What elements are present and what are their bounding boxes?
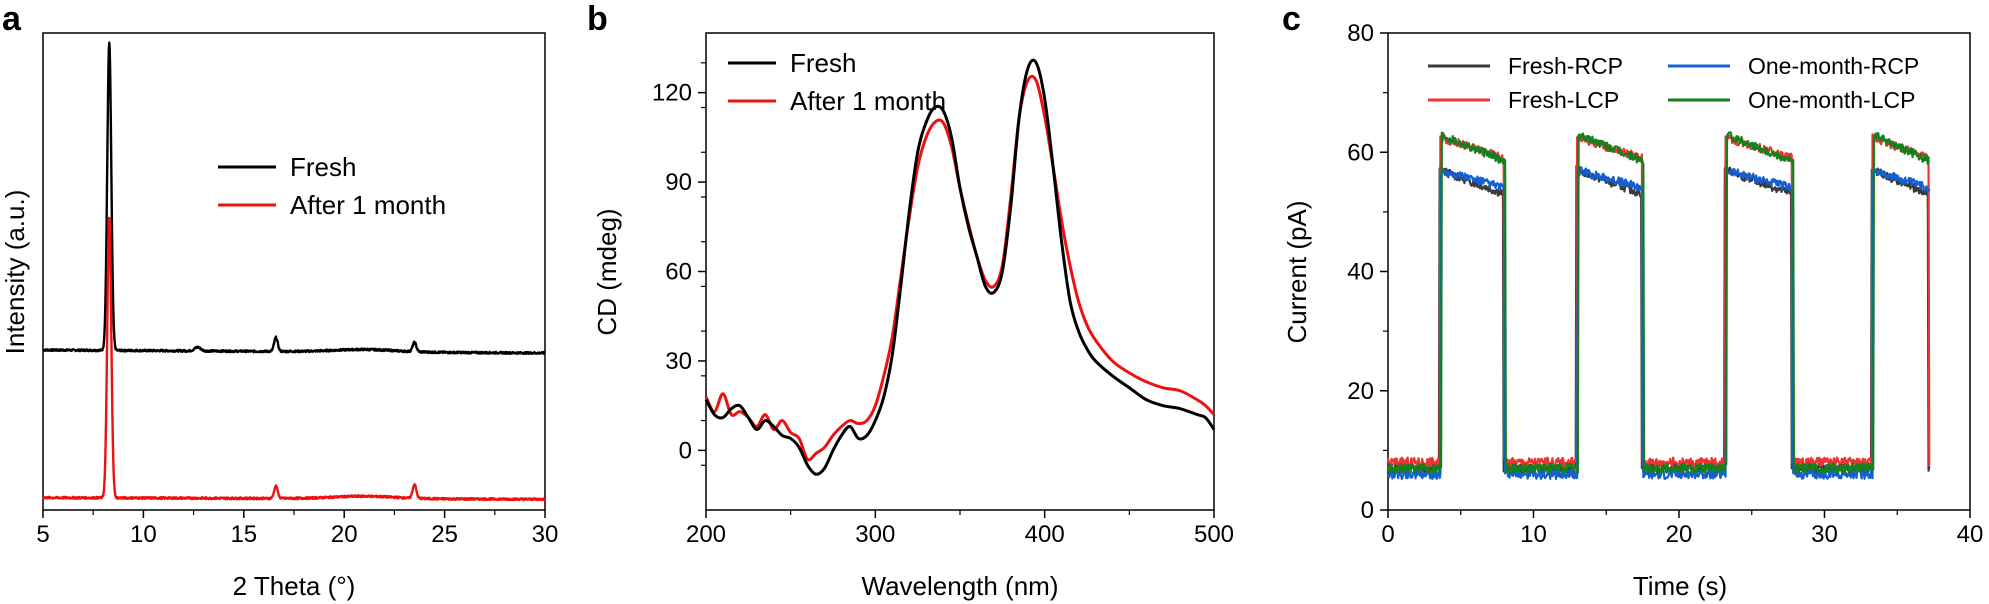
y-tick-label: 20 — [1347, 378, 1374, 405]
panel-a: a 5 10 15 20 25 30 2 Theta (°) Intensity (a.u… — [0, 0, 558, 601]
panel-c-line-fresh-rcp — [1387, 164, 1931, 475]
panel-b-y-title: CD (mdeg) — [592, 208, 622, 335]
panel-c-x-title: Time (s) — [1633, 571, 1727, 601]
x-tick-label: 400 — [1025, 521, 1065, 548]
panel-c-legend-fresh-rcp-label: Fresh-RCP — [1508, 53, 1623, 79]
panel-b-frame — [705, 32, 1215, 511]
panel-c-y-title: Current (pA) — [1282, 200, 1312, 343]
panel-a-y-title: Intensity (a.u.) — [0, 190, 30, 355]
panel-a-letter: a — [2, 0, 22, 38]
y-tick-label: 0 — [1361, 497, 1374, 524]
panel-b-letter: b — [587, 0, 608, 38]
x-tick-label: 20 — [331, 521, 358, 548]
panel-a-legend-aged-label: After 1 month — [290, 190, 446, 220]
panel-a-x-ticks: 5 10 15 20 25 30 — [36, 510, 558, 548]
x-tick-label: 300 — [855, 521, 895, 548]
x-tick-label: 25 — [431, 521, 458, 548]
y-tick-label: 40 — [1347, 259, 1374, 286]
panel-a-line-after-1-month — [41, 216, 546, 502]
panel-b-x-ticks: 200 300 400 500 — [686, 510, 1234, 548]
y-tick-label: 80 — [1347, 20, 1374, 47]
y-tick-label: 30 — [665, 348, 692, 375]
panel-a-frame — [42, 32, 546, 511]
y-tick-label: 90 — [665, 169, 692, 196]
y-tick-label: 60 — [1347, 139, 1374, 166]
x-tick-label: 30 — [532, 521, 559, 548]
x-tick-label: 5 — [36, 521, 49, 548]
panel-c-x-ticks: 0 10 20 30 40 — [1381, 510, 1983, 548]
panel-c-y-ticks: 0 20 40 60 80 — [1347, 20, 1388, 524]
panel-b-legend-aged-label: After 1 month — [790, 86, 946, 116]
x-tick-label: 500 — [1194, 521, 1234, 548]
panel-a-line-fresh — [42, 41, 546, 356]
panel-c-letter: c — [1282, 0, 1301, 38]
x-tick-label: 10 — [1520, 521, 1547, 548]
panel-b-line-after-1-month — [704, 74, 1216, 462]
x-tick-label: 30 — [1811, 521, 1838, 548]
x-tick-label: 200 — [686, 521, 726, 548]
x-tick-label: 10 — [130, 521, 157, 548]
panel-c-legend-month-lcp-label: One-month-LCP — [1748, 87, 1915, 113]
panel-c: c 0 10 20 30 40 0 20 40 60 80 Time (s) Current (… — [1282, 0, 1983, 601]
x-tick-label: 15 — [230, 521, 257, 548]
panel-b-line-fresh — [704, 58, 1216, 476]
panel-c-line-fresh-lcp — [1386, 133, 1931, 469]
panel-c-legend-month-rcp-label: One-month-RCP — [1748, 53, 1919, 79]
panel-a-legend: Fresh After 1 month — [218, 152, 446, 220]
panel-a-x-title: 2 Theta (°) — [233, 571, 356, 601]
panel-b-y-ticks: 0 30 60 90 120 — [652, 62, 706, 466]
panel-c-legend-fresh-lcp-label: Fresh-LCP — [1508, 87, 1619, 113]
panel-c-line-one-month-lcp — [1387, 131, 1931, 475]
y-tick-label: 120 — [652, 80, 692, 107]
y-tick-label: 60 — [665, 259, 692, 286]
panel-b: b 200 300 400 500 0 30 60 90 120 Wavelength (nm… — [587, 0, 1234, 601]
x-tick-label: 40 — [1957, 521, 1984, 548]
panel-a-series — [41, 41, 546, 502]
x-tick-label: 20 — [1666, 521, 1693, 548]
panel-c-legend: Fresh-RCP Fresh-LCP One-month-RCP One-mo… — [1428, 53, 1919, 113]
panel-a-legend-fresh-label: Fresh — [290, 152, 356, 182]
panel-c-line-one-month-rcp — [1386, 166, 1931, 481]
panel-b-series — [704, 58, 1216, 476]
panel-b-legend-fresh-label: Fresh — [790, 48, 856, 78]
panel-c-series — [1386, 131, 1931, 481]
x-tick-label: 0 — [1381, 521, 1394, 548]
panel-b-x-title: Wavelength (nm) — [862, 571, 1059, 601]
y-tick-label: 0 — [679, 437, 692, 464]
panel-b-legend: Fresh After 1 month — [728, 48, 946, 116]
